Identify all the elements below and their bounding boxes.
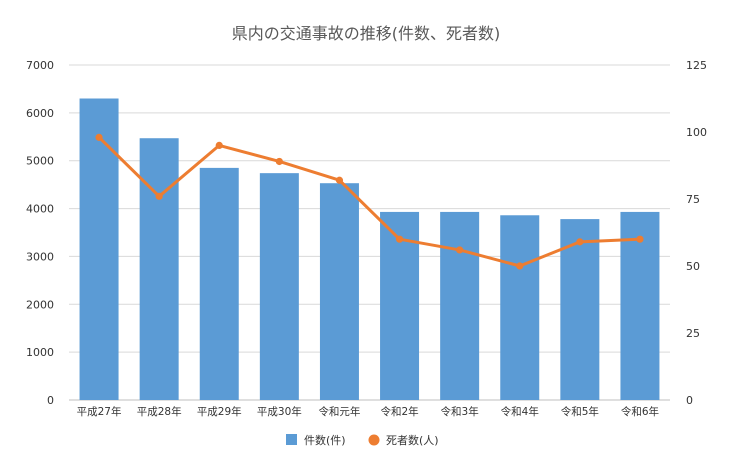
bar-5 [380,211,420,400]
line-point-9 [636,235,644,243]
line-point-1 [155,192,163,200]
bar-2 [199,167,239,400]
bar-1 [139,138,179,400]
chart-title: 県内の交通事故の推移(件数、死者数) [231,24,501,43]
line-point-3 [275,157,283,166]
y-left-tick-0: 0 [47,394,54,407]
y-right-tick-5: 125 [686,59,707,72]
legend-line-label: 死者数(人) [386,434,439,447]
line-point-0 [95,133,103,141]
bar-6 [440,211,480,400]
y-right-tick-3: 75 [686,193,700,206]
x-tick-0: 平成27年 [77,405,122,418]
y-right-tick-1: 25 [686,327,700,340]
line-point-6 [456,246,464,254]
line-point-7 [516,262,524,270]
x-tick-3: 平成30年 [257,405,302,418]
legend-bar-swatch [286,434,297,445]
y-left-tick-7: 7000 [26,59,54,72]
x-tick-6: 令和3年 [441,405,479,418]
bar-0 [79,98,119,400]
y-right-tick-4: 100 [686,126,707,139]
y-left-tick-2: 2000 [26,298,54,311]
line-point-5 [395,235,404,243]
y-left-tick-6: 6000 [26,107,54,120]
y-left-tick-1: 1000 [26,346,54,359]
line-point-4 [335,176,344,184]
bar-9 [620,211,660,400]
x-tick-8: 令和5年 [561,405,599,418]
legend-bar-label: 件数(件) [304,434,346,447]
y-left-tick-4: 4000 [26,203,54,216]
legend-line-swatch [368,434,380,446]
x-tick-4: 令和元年 [318,405,360,418]
y-left-tick-3: 3000 [26,250,54,263]
bar-8 [560,219,600,400]
y-right-tick-2: 50 [686,260,700,273]
x-tick-9: 令和6年 [621,405,659,418]
line-point-8 [576,238,584,246]
y-left-tick-5: 5000 [26,155,54,168]
x-tick-2: 平成29年 [197,405,242,418]
bar-3 [259,173,299,400]
line-point-2 [215,141,223,149]
x-tick-5: 令和2年 [380,405,418,418]
line-series [97,136,641,268]
x-tick-1: 平成28年 [137,405,182,418]
bar-7 [500,215,540,400]
y-right-tick-0: 0 [686,394,693,407]
bar-4 [319,183,359,400]
x-tick-7: 令和4年 [501,405,539,418]
